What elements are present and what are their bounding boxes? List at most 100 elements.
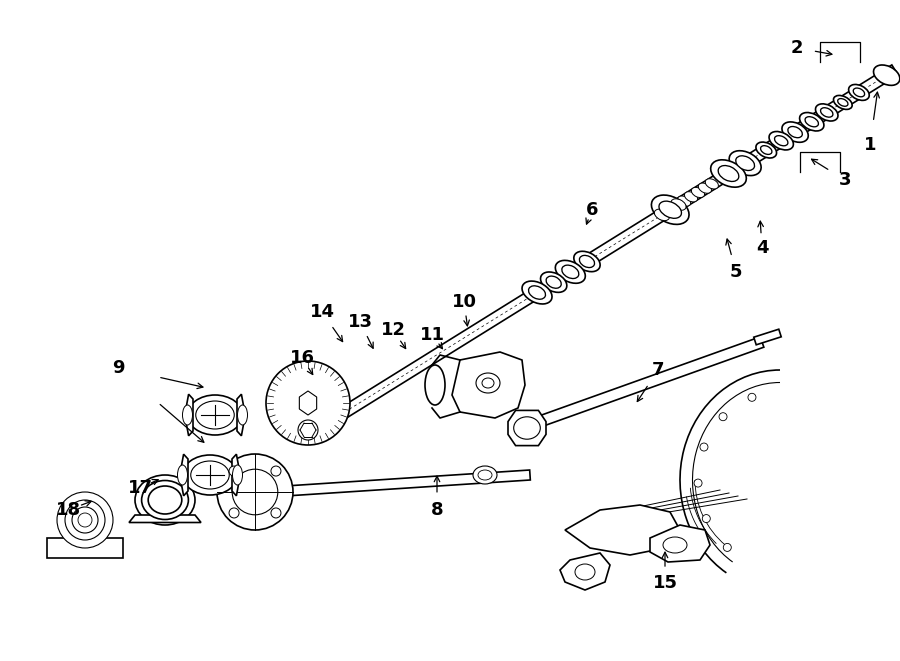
Text: 3: 3 bbox=[839, 171, 851, 189]
Polygon shape bbox=[508, 410, 546, 446]
Ellipse shape bbox=[691, 187, 705, 198]
Ellipse shape bbox=[782, 122, 808, 142]
Ellipse shape bbox=[476, 373, 500, 393]
Text: 2: 2 bbox=[791, 39, 803, 57]
Ellipse shape bbox=[654, 209, 670, 221]
Text: 1: 1 bbox=[864, 136, 877, 154]
Ellipse shape bbox=[229, 508, 239, 518]
Ellipse shape bbox=[806, 117, 818, 127]
Polygon shape bbox=[565, 505, 680, 555]
Ellipse shape bbox=[702, 514, 710, 523]
Ellipse shape bbox=[78, 513, 92, 527]
Ellipse shape bbox=[217, 454, 293, 530]
Ellipse shape bbox=[719, 412, 727, 420]
Polygon shape bbox=[270, 470, 530, 497]
Ellipse shape bbox=[770, 132, 794, 150]
Ellipse shape bbox=[238, 405, 248, 425]
Ellipse shape bbox=[141, 481, 188, 520]
Ellipse shape bbox=[821, 108, 833, 117]
Ellipse shape bbox=[799, 112, 824, 131]
Text: 7: 7 bbox=[652, 361, 664, 379]
Ellipse shape bbox=[685, 192, 698, 202]
Ellipse shape bbox=[191, 461, 230, 489]
Ellipse shape bbox=[187, 395, 242, 435]
Ellipse shape bbox=[546, 276, 562, 288]
Ellipse shape bbox=[663, 537, 687, 553]
Ellipse shape bbox=[135, 475, 195, 525]
Polygon shape bbox=[650, 525, 710, 562]
Text: 15: 15 bbox=[652, 574, 678, 592]
Ellipse shape bbox=[229, 466, 239, 476]
Ellipse shape bbox=[700, 443, 708, 451]
Ellipse shape bbox=[659, 201, 681, 218]
Polygon shape bbox=[47, 538, 123, 558]
Ellipse shape bbox=[478, 470, 492, 480]
Ellipse shape bbox=[177, 465, 187, 485]
Text: 11: 11 bbox=[419, 326, 445, 344]
Text: 9: 9 bbox=[112, 359, 124, 377]
Ellipse shape bbox=[271, 466, 281, 476]
Ellipse shape bbox=[724, 543, 732, 551]
Ellipse shape bbox=[473, 466, 497, 484]
Ellipse shape bbox=[729, 151, 761, 176]
Ellipse shape bbox=[838, 98, 848, 106]
Ellipse shape bbox=[711, 160, 746, 187]
Ellipse shape bbox=[541, 272, 567, 292]
Ellipse shape bbox=[65, 500, 105, 540]
Ellipse shape bbox=[482, 378, 494, 388]
Ellipse shape bbox=[580, 255, 595, 268]
Polygon shape bbox=[452, 352, 525, 418]
Ellipse shape bbox=[698, 183, 712, 193]
Text: 5: 5 bbox=[730, 263, 742, 281]
Ellipse shape bbox=[849, 85, 869, 100]
Ellipse shape bbox=[575, 564, 595, 580]
Ellipse shape bbox=[148, 486, 182, 514]
Ellipse shape bbox=[425, 365, 445, 405]
Ellipse shape bbox=[574, 251, 600, 272]
Ellipse shape bbox=[853, 88, 865, 97]
Text: 6: 6 bbox=[586, 201, 598, 219]
Polygon shape bbox=[528, 337, 764, 430]
Ellipse shape bbox=[266, 361, 350, 445]
Ellipse shape bbox=[775, 136, 788, 146]
Ellipse shape bbox=[760, 145, 772, 155]
Ellipse shape bbox=[555, 260, 585, 284]
Text: 13: 13 bbox=[347, 313, 373, 331]
Polygon shape bbox=[560, 553, 610, 590]
Ellipse shape bbox=[298, 420, 318, 440]
Ellipse shape bbox=[748, 393, 756, 401]
Polygon shape bbox=[180, 454, 188, 496]
Ellipse shape bbox=[874, 65, 900, 85]
Text: 12: 12 bbox=[381, 321, 406, 339]
Ellipse shape bbox=[671, 199, 686, 210]
Ellipse shape bbox=[232, 469, 278, 515]
Ellipse shape bbox=[756, 142, 777, 158]
Ellipse shape bbox=[232, 465, 242, 485]
Ellipse shape bbox=[694, 479, 702, 487]
Polygon shape bbox=[337, 65, 898, 420]
Ellipse shape bbox=[833, 95, 852, 110]
Ellipse shape bbox=[735, 156, 754, 171]
Polygon shape bbox=[237, 394, 245, 436]
Ellipse shape bbox=[562, 265, 579, 278]
Ellipse shape bbox=[57, 492, 113, 548]
Ellipse shape bbox=[72, 507, 98, 533]
Text: 16: 16 bbox=[290, 349, 314, 367]
Text: 4: 4 bbox=[756, 239, 769, 257]
Ellipse shape bbox=[514, 417, 540, 439]
Polygon shape bbox=[300, 391, 317, 415]
Ellipse shape bbox=[522, 281, 552, 304]
Text: 10: 10 bbox=[452, 293, 476, 311]
Text: 17: 17 bbox=[128, 479, 152, 497]
Polygon shape bbox=[129, 515, 201, 522]
Polygon shape bbox=[754, 329, 781, 345]
Ellipse shape bbox=[815, 104, 838, 121]
Polygon shape bbox=[184, 394, 193, 436]
Ellipse shape bbox=[196, 401, 234, 429]
Text: 8: 8 bbox=[431, 501, 444, 519]
Ellipse shape bbox=[183, 455, 238, 495]
Text: 18: 18 bbox=[56, 501, 81, 519]
Ellipse shape bbox=[718, 165, 739, 182]
Ellipse shape bbox=[183, 405, 193, 425]
Ellipse shape bbox=[271, 508, 281, 518]
